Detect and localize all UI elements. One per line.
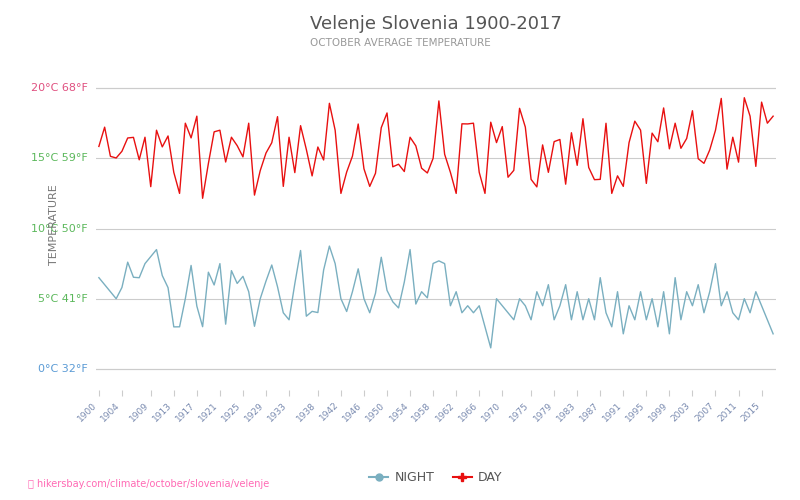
Text: 20°C 68°F: 20°C 68°F [31, 83, 88, 93]
Text: OCTOBER AVERAGE TEMPERATURE: OCTOBER AVERAGE TEMPERATURE [310, 38, 490, 48]
Text: 📍 hikersbay.com/climate/october/slovenia/velenje: 📍 hikersbay.com/climate/october/slovenia… [28, 479, 270, 489]
Title: Velenje Slovenia 1900-2017: Velenje Slovenia 1900-2017 [310, 16, 562, 34]
Text: 15°C 59°F: 15°C 59°F [31, 154, 88, 164]
Text: 10°C 50°F: 10°C 50°F [31, 224, 88, 234]
Text: 0°C 32°F: 0°C 32°F [38, 364, 88, 374]
Text: TEMPERATURE: TEMPERATURE [49, 184, 59, 266]
Text: 5°C 41°F: 5°C 41°F [38, 294, 88, 304]
Legend: NIGHT, DAY: NIGHT, DAY [365, 466, 507, 489]
